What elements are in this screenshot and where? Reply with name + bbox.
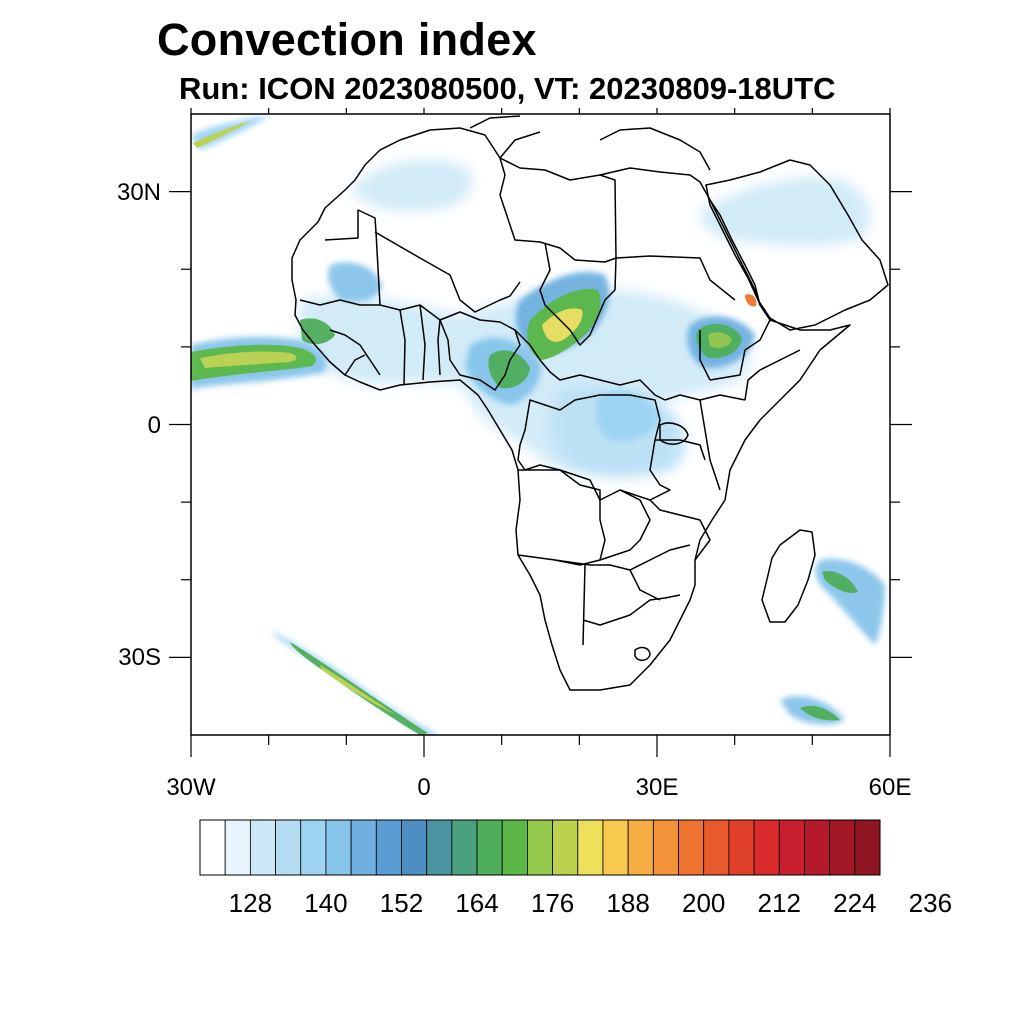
colorbar-swatch <box>501 819 528 876</box>
lat-label-0: 0 <box>147 411 161 439</box>
colorbar-swatch <box>804 819 831 876</box>
nile-sudan-border <box>615 255 736 301</box>
border-southern-africa <box>554 544 691 646</box>
strong-convection-cameroon <box>488 350 530 389</box>
colorbar-tick-label: 140 <box>304 888 348 918</box>
colorbar-frame <box>199 819 881 876</box>
colorbar-swatch <box>426 819 453 876</box>
lon-label-30w: 30W <box>166 774 216 801</box>
colorbar-swatch <box>652 819 679 876</box>
lon-label-0: 0 <box>417 774 431 801</box>
colorbar-tick-label: 152 <box>379 888 424 918</box>
colorbar-tick-label: 164 <box>455 888 499 918</box>
colorbar-swatch <box>678 819 705 876</box>
colorbar-swatch <box>275 819 302 876</box>
red-sea-coast <box>709 199 761 306</box>
border-cameroon-car <box>514 329 666 401</box>
border-mauritania <box>324 209 381 306</box>
colorbar-swatch <box>300 819 327 876</box>
lat-label-30n: 30N <box>116 178 161 206</box>
strong-convection-atlantic-core <box>200 351 297 368</box>
border-west-africa <box>299 299 441 386</box>
africa-coastline <box>291 127 851 691</box>
colorbar-swatch <box>325 819 352 876</box>
strong-convection-sw-band <box>290 642 428 735</box>
colorbar-swatch <box>224 819 251 876</box>
colorbar-swatch <box>778 819 805 876</box>
colorbar-swatch <box>753 819 780 876</box>
strong-convection-east-coast <box>822 571 858 594</box>
convection-field <box>191 116 885 735</box>
colorbar-swatch <box>527 819 553 876</box>
lon-label-60e: 60E <box>868 774 912 801</box>
colorbar-swatch <box>552 819 579 876</box>
colorbar-swatch <box>728 819 755 876</box>
colorbar-swatch <box>350 819 377 876</box>
light-convection-arabia <box>700 177 871 246</box>
colorbar-swatch <box>375 819 402 876</box>
border-algeria-mali <box>374 231 521 313</box>
colorbar-tick-label: 188 <box>606 888 650 918</box>
colorbar-tick-label: 236 <box>908 888 953 918</box>
border-chad-sudan <box>539 242 617 346</box>
strong-convection-sudan-core <box>542 308 583 342</box>
colorbar-swatch <box>249 819 276 876</box>
colorbar-tick-label: 128 <box>228 888 273 918</box>
mediterranean-coast <box>469 115 711 171</box>
colorbar-tick-label: 176 <box>530 888 575 918</box>
colorbar-swatch <box>602 819 629 876</box>
madagascar <box>761 529 816 623</box>
colorbar-swatch <box>451 819 478 876</box>
border-algeria-libya <box>499 157 617 263</box>
mid-convection-congo <box>595 391 660 442</box>
colorbar-swatch <box>829 819 856 876</box>
coastlines-and-borders <box>291 115 889 691</box>
lon-label-30e: 30E <box>635 774 679 801</box>
map-subtitle: Run: ICON 2023080500, VT: 20230809-18UTC <box>179 71 836 106</box>
strong-convection-sw-band-core <box>320 665 395 714</box>
border-east-africa <box>655 394 746 491</box>
light-convection-north <box>350 159 473 212</box>
border-horn <box>699 319 801 401</box>
colorbar-swatch <box>199 819 226 876</box>
colorbar-swatch <box>577 819 604 876</box>
strong-convection-south-blob <box>800 705 840 721</box>
lesotho <box>634 646 651 662</box>
colorbar <box>199 819 881 876</box>
border-zambia-tanzania <box>599 489 711 561</box>
colorbar-tick-label: 212 <box>757 888 801 918</box>
colorbar-swatch <box>476 819 503 876</box>
lat-label-30s: 30S <box>118 644 161 672</box>
strong-convection-nw-corner <box>193 121 250 148</box>
colorbar-swatch <box>627 819 654 876</box>
mid-convection-west-africa <box>328 262 382 302</box>
arabian-peninsula <box>705 159 889 331</box>
colorbar-swatch <box>854 819 881 876</box>
colorbar-swatch <box>401 819 428 876</box>
border-drc <box>517 394 671 501</box>
strong-convection-ethiopia-core <box>708 332 732 348</box>
lake-victoria <box>659 422 689 445</box>
colorbar-tick-label: 224 <box>833 888 877 918</box>
colorbar-swatch <box>703 819 730 876</box>
border-nigeria <box>439 311 521 391</box>
map-title: Convection index <box>157 14 537 65</box>
colorbar-tick-label: 200 <box>682 888 726 918</box>
axis-ticks <box>169 108 912 757</box>
strong-convection-red-sea <box>745 294 757 307</box>
